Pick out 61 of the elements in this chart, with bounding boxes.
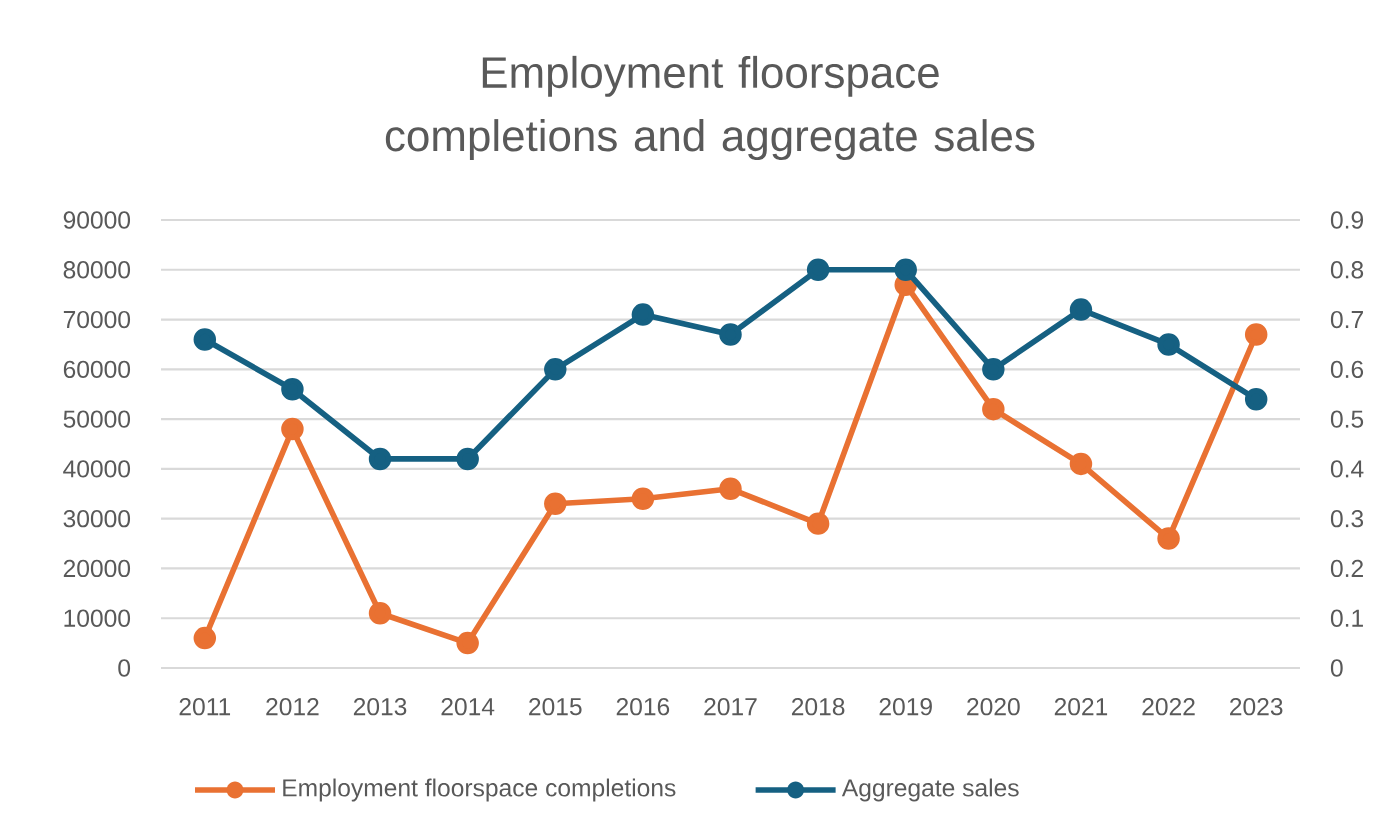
- y-tick-label: 20000: [63, 559, 131, 578]
- y2-tick-label: 0.1: [1330, 609, 1363, 627]
- x-tick-label: 2022: [1142, 698, 1195, 716]
- x-tick-label: 2013: [353, 698, 407, 716]
- x-tick-label: 2019: [879, 698, 932, 716]
- y-tick-label: 0: [118, 659, 131, 677]
- point: [281, 417, 304, 441]
- y-tick-label: 90000: [63, 211, 131, 229]
- x-tick-label: 2011: [179, 698, 231, 716]
- y-tick-label: 80000: [63, 261, 131, 279]
- y-tick-label: 40000: [63, 460, 131, 478]
- point: [544, 492, 567, 515]
- point: [1069, 298, 1093, 321]
- y-tick-label: 50000: [63, 410, 131, 428]
- x-tick-label: 2014: [441, 698, 495, 716]
- chart-title: Employment floorspace completions and aggregate sales: [385, 55, 1035, 161]
- point: [719, 323, 742, 346]
- point: [281, 378, 304, 401]
- y2-tick-label: 0.6: [1330, 360, 1364, 379]
- x-tick-label: 2015: [529, 698, 582, 716]
- x-tick-label: 2021: [1054, 698, 1108, 716]
- point: [1157, 527, 1180, 550]
- x-tick-label: 2016: [616, 698, 670, 716]
- point: [544, 358, 567, 381]
- point: [894, 258, 917, 282]
- legend-label: Employment floorspace completions: [283, 778, 676, 802]
- point: [1244, 323, 1268, 346]
- y2-tick-label: 0.2: [1330, 559, 1363, 578]
- x-tick-label: 2012: [266, 698, 319, 716]
- point: [719, 477, 742, 501]
- y2-tick-label: 0.9: [1330, 211, 1364, 229]
- point: [982, 397, 1005, 421]
- point: [1157, 333, 1180, 356]
- point: [1069, 452, 1093, 476]
- point: [456, 631, 479, 655]
- x-tick-label: 2020: [967, 698, 1020, 716]
- point: [193, 626, 217, 650]
- point: [368, 447, 392, 471]
- y-tick-label: 30000: [63, 510, 131, 528]
- y-tick-label: 10000: [64, 609, 131, 627]
- point: [631, 303, 655, 326]
- point: [806, 258, 830, 282]
- y2-tick-label: 0.5: [1330, 410, 1364, 428]
- point: [368, 602, 392, 625]
- y-tick-label: 70000: [63, 310, 131, 329]
- y2-tick-label: 0.3: [1330, 510, 1364, 528]
- point: [631, 487, 655, 511]
- x-tick-label: 2018: [791, 698, 845, 716]
- y2-tick-label: 0.7: [1330, 310, 1363, 329]
- y2-tick-label: 0.8: [1330, 261, 1364, 279]
- point: [193, 328, 217, 351]
- point: [982, 358, 1005, 381]
- x-tick-label: 2023: [1230, 698, 1283, 716]
- point: [1244, 387, 1268, 411]
- y2-tick-label: 0: [1330, 659, 1343, 677]
- point: [806, 512, 830, 535]
- y2-tick-label: 0.4: [1330, 460, 1364, 478]
- y-tick-label: 60000: [63, 360, 131, 379]
- point: [456, 447, 479, 471]
- x-tick-label: 2017: [704, 698, 757, 716]
- legend-label: Aggregate sales: [841, 778, 1019, 802]
